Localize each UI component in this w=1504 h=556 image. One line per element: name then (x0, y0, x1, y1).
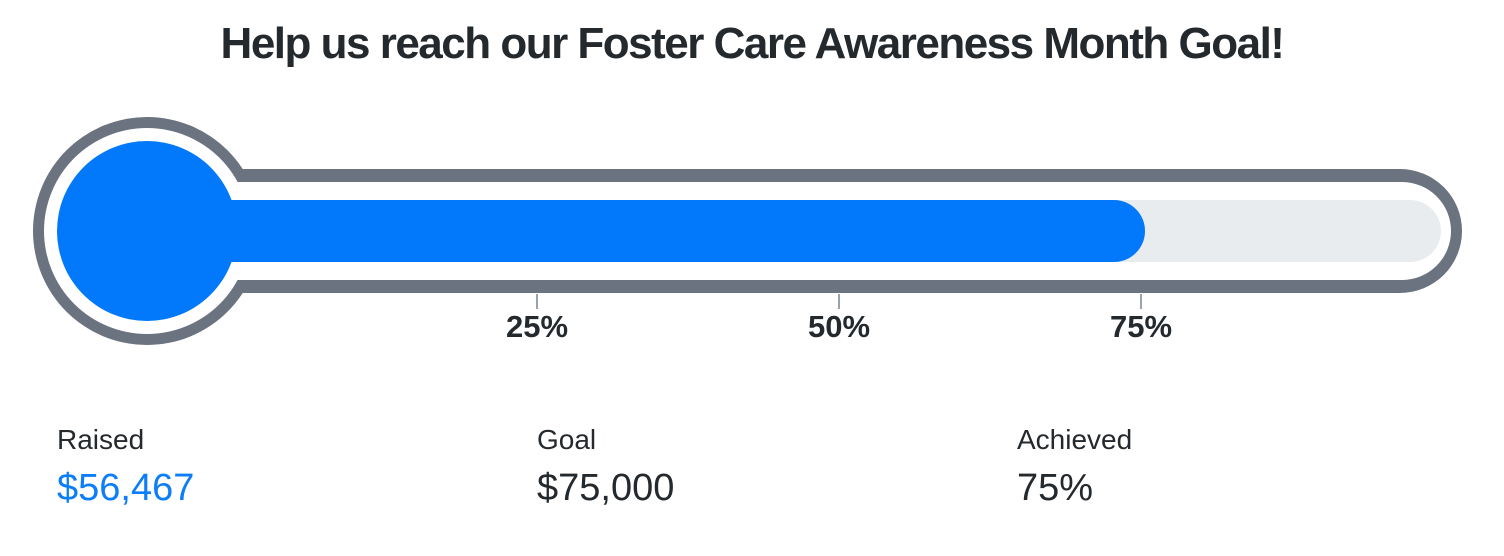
achieved-value: 75% (1017, 467, 1094, 509)
raised-value: $56,467 (57, 467, 195, 509)
tick-label: 75% (1109, 309, 1173, 344)
raised-label: Raised (57, 424, 145, 455)
tick-mark (536, 294, 538, 309)
tick-label: 25% (505, 309, 569, 344)
stat-goal: Goal $75,000 (537, 424, 675, 510)
stat-achieved: Achieved 75% (1017, 424, 1133, 510)
achieved-label: Achieved (1017, 424, 1133, 455)
stat-raised: Raised $56,467 (57, 424, 195, 510)
page-title: Help us reach our Foster Care Awareness … (220, 19, 1285, 68)
tick-label: 50% (807, 309, 871, 344)
progress-fill (147, 200, 1145, 262)
goal-value: $75,000 (537, 467, 675, 509)
stats-row: Raised $56,467 Goal $75,000 Achieved 75% (0, 425, 1504, 545)
tick-mark (1140, 294, 1142, 309)
goal-label: Goal (537, 424, 597, 455)
tick-mark (838, 294, 840, 309)
thermometer-bulb-fill (57, 141, 237, 321)
